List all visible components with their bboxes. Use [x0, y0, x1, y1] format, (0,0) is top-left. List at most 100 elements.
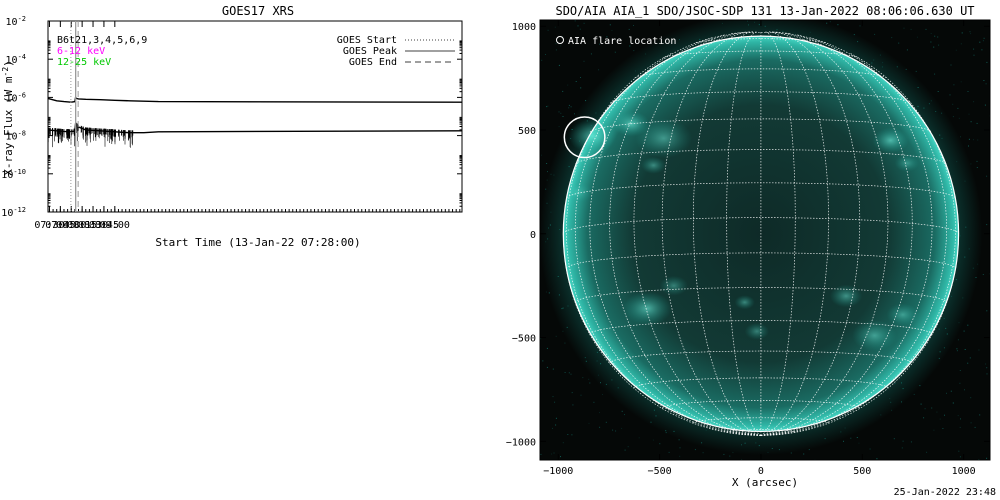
aia-noise-pixel	[568, 104, 570, 106]
aia-grid-longitude-line	[562, 233, 761, 436]
goes-y-tick-label-exp: -4	[18, 53, 26, 61]
aia-noise-pixel	[555, 417, 557, 419]
aia-noise-pixel	[944, 414, 945, 416]
aia-noise-pixel	[560, 45, 562, 47]
aia-grid-latitude-line	[610, 91, 912, 104]
aia-noise-pixel	[942, 428, 944, 429]
aia-noise-pixel	[952, 103, 954, 105]
aia-noise-pixel	[624, 449, 626, 451]
aia-flare-location-marker	[563, 116, 606, 159]
goes-x-tick-label: 09:00	[100, 220, 130, 231]
aia-noise-pixel	[551, 453, 553, 455]
goes-y-tick-label: 10-10	[1, 168, 26, 181]
aia-y-tick-label: 1000	[512, 22, 536, 33]
aia-grid-longitude-line	[760, 34, 933, 436]
aia-noise-pixel	[555, 424, 557, 426]
aia-noise-pixel	[952, 116, 954, 118]
goes-frame-rect	[47, 20, 463, 213]
aia-x-axis-label: X (arcsec)	[732, 476, 798, 489]
aia-noise-pixel	[558, 64, 560, 66]
aia-noise-pixel	[913, 393, 915, 395]
aia-image-title: SDO/AIA AIA_1 SDO/JSOC-SDP 131 13-Jan-20…	[555, 4, 974, 18]
aia-bright-region	[829, 284, 863, 308]
aia-noise-pixel	[874, 33, 876, 35]
aia-noise-pixel	[564, 372, 566, 373]
aia-noise-pixel	[964, 389, 965, 391]
aia-noise-pixel	[934, 35, 936, 37]
aia-noise-pixel	[629, 45, 631, 47]
aia-noise-pixel	[555, 49, 557, 51]
goes-y-tick-label: 10-8	[6, 130, 26, 143]
aia-noise-pixel	[627, 446, 629, 448]
aia-noise-pixel	[679, 447, 681, 449]
aia-noise-pixel	[970, 33, 972, 35]
aia-grid-longitude-line	[760, 32, 913, 436]
aia-noise-pixel	[580, 77, 581, 78]
aia-noise-pixel	[973, 101, 975, 103]
goes-channel-legend-item: 6-12 keV	[57, 46, 105, 57]
goes-y-tick-label: 10-12	[1, 206, 26, 219]
aia-noise-pixel	[560, 456, 561, 458]
goes-y-axis-label: X-ray Flux (W m-2)	[1, 60, 16, 176]
aia-noise-pixel	[902, 440, 904, 442]
aia-noise-pixel	[694, 449, 696, 451]
aia-noise-pixel	[598, 69, 600, 71]
aia-noise-pixel	[545, 291, 547, 293]
goes-y-tick-label-exp: -10	[13, 168, 26, 176]
aia-noise-pixel	[938, 44, 940, 46]
aia-noise-pixel	[571, 434, 573, 436]
aia-noise-pixel	[562, 442, 564, 444]
aia-noise-pixel	[574, 113, 575, 115]
aia-noise-pixel	[981, 49, 983, 51]
aia-noise-pixel	[952, 402, 954, 404]
goes-y-tick-label: 10-2	[6, 15, 26, 28]
aia-noise-pixel	[959, 382, 961, 384]
aia-noise-pixel	[547, 171, 548, 173]
aia-grid-latitude-line	[663, 50, 859, 59]
aia-noise-pixel	[615, 430, 617, 432]
aia-noise-pixel	[978, 349, 980, 351]
aia-noise-pixel	[612, 429, 614, 431]
aia-noise-pixel	[920, 403, 922, 405]
aia-noise-pixel	[959, 456, 961, 458]
aia-noise-pixel	[568, 372, 570, 374]
aia-noise-pixel	[956, 350, 958, 352]
aia-noise-pixel	[571, 392, 573, 394]
aia-noise-pixel	[599, 426, 601, 428]
aia-noise-pixel	[903, 27, 905, 29]
aia-noise-pixel	[967, 91, 969, 92]
aia-grid-longitude-line	[693, 31, 762, 436]
aia-noise-pixel	[554, 26, 556, 28]
aia-noise-pixel	[936, 411, 938, 413]
goes-y-tick-label-base: 10	[6, 17, 18, 28]
aia-bright-region	[734, 295, 755, 310]
goes-y-tick-label: 10-4	[6, 53, 26, 66]
goes-chart-title: GOES17 XRS	[222, 4, 294, 18]
aia-noise-pixel	[588, 422, 590, 424]
aia-x-tick-label: 1000	[952, 466, 976, 477]
aia-noise-pixel	[986, 310, 988, 312]
aia-bright-region	[623, 291, 672, 326]
aia-noise-pixel	[678, 439, 680, 441]
aia-noise-pixel	[850, 437, 852, 439]
aia-noise-pixel	[979, 41, 981, 43]
aia-grid-longitude-line	[760, 31, 861, 436]
aia-grid-longitude-line	[760, 37, 948, 436]
aia-noise-pixel	[837, 24, 839, 26]
goes-marker-legend-label: GOES Peak	[343, 46, 397, 57]
aia-noise-pixel	[803, 453, 805, 455]
aia-noise-pixel	[859, 25, 861, 27]
aia-noise-pixel	[976, 160, 978, 162]
aia-bright-region	[894, 154, 920, 172]
aia-noise-pixel	[983, 37, 985, 39]
aia-noise-pixel	[583, 22, 585, 24]
aia-noise-pixel	[633, 25, 634, 26]
aia-noise-pixel	[621, 410, 623, 412]
aia-noise-pixel	[547, 105, 549, 107]
aia-noise-pixel	[553, 452, 555, 454]
aia-grid-longitude-line	[760, 31, 889, 436]
aia-noise-pixel	[910, 441, 912, 443]
aia-noise-pixel	[969, 357, 971, 359]
